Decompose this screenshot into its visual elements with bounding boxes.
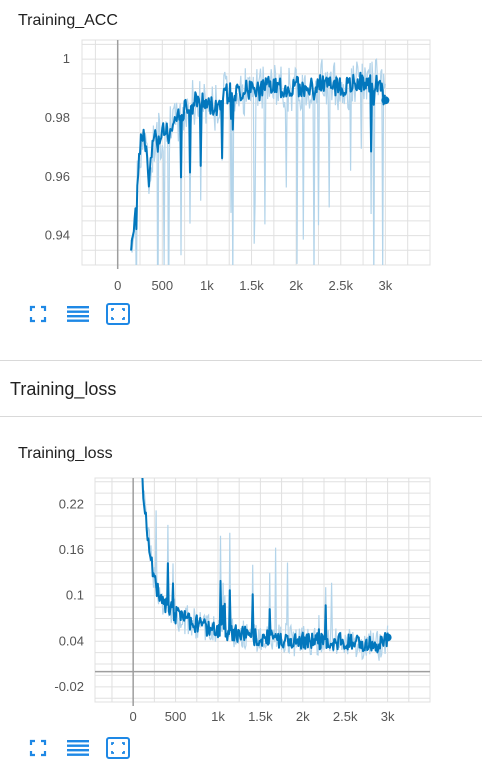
x-tick-label: 500 [165, 709, 187, 724]
x-tick-label: 500 [151, 278, 173, 293]
y-tick-label: 0.1 [66, 588, 84, 603]
loss-chart[interactable]: 0 500 1k 1.5k 2k 2.5k 3k -0.02 0.04 0.1 0.16 0.22 [0, 440, 482, 740]
raw-series-line [141, 478, 389, 661]
data-table-icon[interactable] [65, 303, 91, 325]
plot-frame [81, 39, 431, 266]
series-end-point [383, 633, 392, 642]
y-tick-label: 0.98 [45, 110, 70, 125]
smoothed-series-line [141, 478, 389, 654]
accuracy-chart[interactable]: 0 500 1k 1.5k 2k 2.5k 3k 0.94 0.96 0.98 1 [0, 0, 482, 300]
raw-series-line [130, 58, 386, 265]
chart-toolbar [25, 303, 131, 325]
chart-title: Training_loss [18, 445, 113, 462]
section-divider [0, 360, 482, 361]
x-tick-label: 1k [200, 278, 214, 293]
x-tick-label: 1k [211, 709, 225, 724]
chart-toolbar [25, 737, 131, 759]
x-tick-label: 2.5k [333, 709, 358, 724]
smoothed-series-line [130, 71, 387, 251]
fit-domain-icon[interactable] [105, 737, 131, 759]
x-tick-label: 1.5k [239, 278, 264, 293]
y-tick-label: 0.96 [45, 169, 70, 184]
fit-domain-icon[interactable] [105, 303, 131, 325]
x-tick-label: 3k [379, 278, 393, 293]
chart-title: Training_ACC [18, 12, 118, 29]
expand-icon[interactable] [25, 303, 51, 325]
y-tick-label: 0.04 [59, 633, 84, 648]
plot-frame [94, 477, 431, 703]
expand-icon[interactable] [25, 737, 51, 759]
y-tick-label: -0.02 [54, 679, 84, 694]
y-tick-label: 0.22 [59, 497, 84, 512]
x-tick-label: 3k [381, 709, 395, 724]
data-table-icon[interactable] [65, 737, 91, 759]
x-tick-label: 2k [289, 278, 303, 293]
series-end-point [381, 96, 390, 105]
x-tick-label: 0 [130, 709, 137, 724]
y-tick-label: 0.94 [45, 228, 70, 243]
x-tick-label: 2k [296, 709, 310, 724]
section-divider [0, 416, 482, 417]
x-tick-label: 1.5k [248, 709, 273, 724]
y-tick-label: 0.16 [59, 542, 84, 557]
x-tick-label: 0 [114, 278, 121, 293]
x-tick-label: 2.5k [328, 278, 353, 293]
section-title[interactable]: Training_loss [10, 379, 117, 399]
y-tick-label: 1 [63, 51, 70, 66]
